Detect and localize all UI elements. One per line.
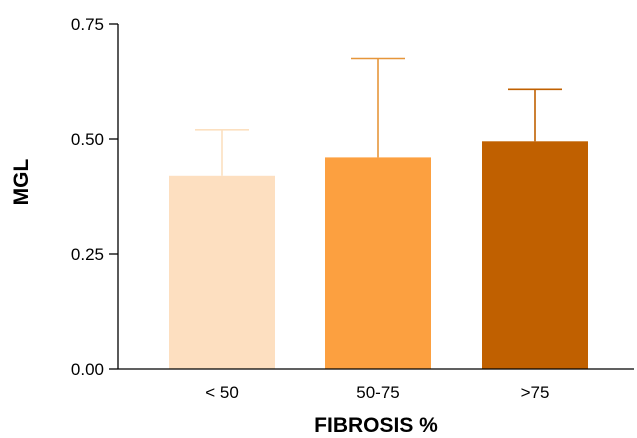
error-bars-group: [195, 57, 562, 176]
bar-2: [325, 157, 431, 369]
y-tick-label-0: 0.00: [71, 360, 104, 379]
bar-1: [169, 175, 275, 369]
x-tick-label-3: >75: [521, 383, 550, 402]
bars-group: [169, 141, 588, 369]
x-axis-ticks: < 50 50-75 >75: [205, 383, 549, 402]
y-axis-title: MGL: [10, 159, 33, 206]
y-tick-label-2: 0.50: [71, 130, 104, 149]
y-axis-ticks: 0.00 0.25 0.50 0.75: [71, 15, 118, 379]
x-tick-label-2: 50-75: [356, 383, 399, 402]
y-tick-label-3: 0.75: [71, 15, 104, 34]
x-tick-label-1: < 50: [205, 383, 239, 402]
x-axis-title: FIBROSIS %: [314, 414, 438, 437]
bar-3: [482, 141, 588, 369]
y-tick-label-1: 0.25: [71, 245, 104, 264]
